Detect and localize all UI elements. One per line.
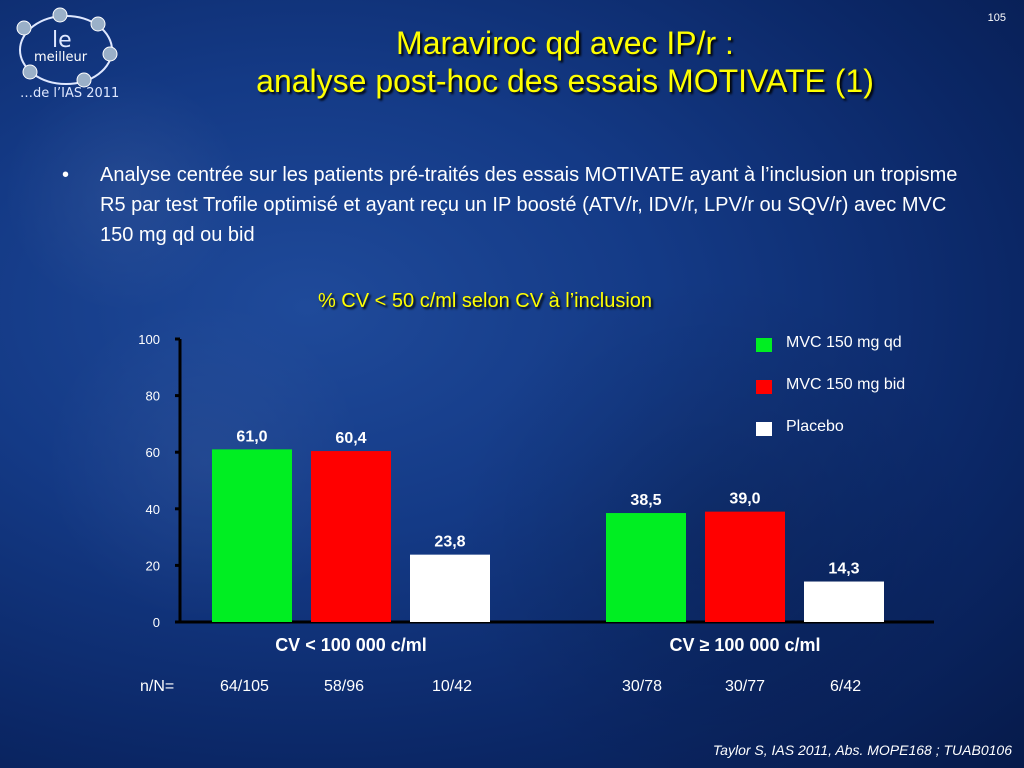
n-value-3: 10/42 (432, 678, 473, 695)
y-tick-label: 0 (153, 615, 160, 630)
n-value-2: 58/96 (324, 678, 365, 695)
chart-title: % CV < 50 c/ml selon CV à l’inclusion (317, 290, 653, 312)
y-tick-label: 40 (146, 502, 160, 517)
y-tick-label: 80 (146, 389, 160, 404)
y-tick-label: 60 (146, 445, 160, 460)
n-value-6: 6/42 (830, 678, 862, 695)
slide-title-line2: analyse post-hoc des essais MOTIVATE (1) (256, 63, 874, 99)
legend-swatch-bid (756, 380, 772, 394)
bar-0-2 (410, 554, 490, 622)
slide-title: Maraviroc qd avec IP/r : analyse post-ho… (150, 24, 980, 100)
slide-number: 105 (987, 12, 1006, 24)
bar-value-label: 60,4 (335, 430, 366, 447)
n-value-1: 64/105 (220, 678, 269, 695)
logo-ring-graphic (16, 7, 118, 88)
source-citation: Taylor S, IAS 2011, Abs. MOPE168 ; TUAB0… (712, 742, 1012, 758)
legend-label-qd: MVC 150 mg qd (786, 334, 902, 351)
y-tick-label: 20 (146, 558, 160, 573)
y-tick-label: 100 (138, 332, 160, 347)
legend-label-placebo: Placebo (786, 418, 844, 435)
bar-1-0 (606, 513, 686, 622)
legend-swatch-qd (756, 338, 772, 352)
bar-1-2 (804, 581, 884, 622)
bar-value-label: 14,3 (828, 561, 859, 578)
conference-logo: le meilleur …de l’IAS 2011 (6, 6, 156, 106)
legend-swatch-placebo (756, 422, 772, 436)
category-label: CV < 100 000 c/ml (275, 635, 427, 655)
bar-value-label: 23,8 (434, 534, 465, 551)
bar-value-label: 39,0 (729, 491, 760, 508)
n-prefix-label: n/N= (140, 678, 175, 695)
logo-meilleur-text: meilleur (34, 50, 88, 65)
bar-0-1 (311, 451, 391, 622)
slide-title-line1: Maraviroc qd avec IP/r : (396, 25, 734, 61)
n-value-5: 30/77 (725, 678, 766, 695)
bar-value-label: 38,5 (630, 492, 661, 509)
bullet-text: Analyse centrée sur les patients pré-tra… (100, 164, 958, 246)
bullet-icon: • (62, 164, 70, 186)
n-value-4: 30/78 (622, 678, 663, 695)
logo-subtitle: …de l’IAS 2011 (20, 86, 120, 101)
bar-value-label: 61,0 (236, 428, 267, 445)
legend-label-bid: MVC 150 mg bid (786, 376, 906, 393)
category-label: CV ≥ 100 000 c/ml (670, 635, 821, 655)
bar-1-1 (705, 511, 785, 622)
logo-le-text: le (52, 28, 72, 53)
bar-0-0 (212, 449, 292, 622)
